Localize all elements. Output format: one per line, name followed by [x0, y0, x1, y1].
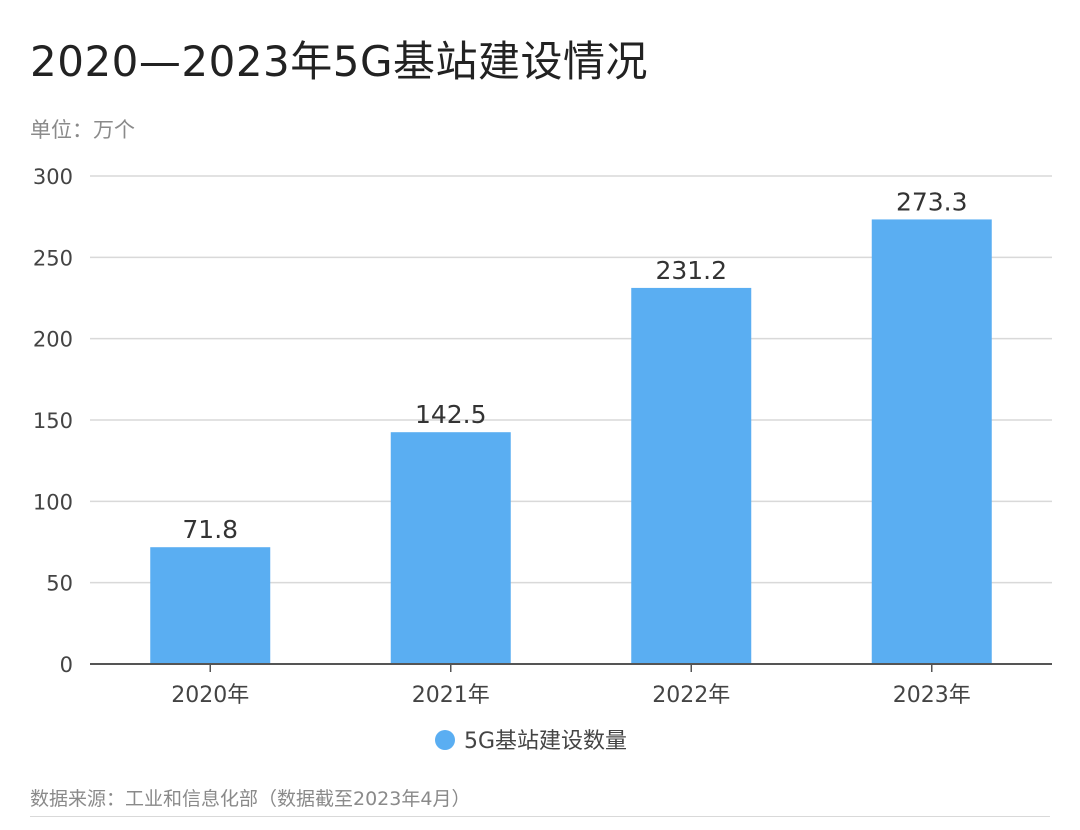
bar-2021年 — [390, 432, 511, 664]
bar-chart: 0 50 100 150 200 250 300 71.8 142.5 231.2 273.3 2… — [33, 165, 1052, 754]
unit-label: 单位：万个 — [30, 118, 135, 142]
y-tick-label: 0 — [60, 653, 73, 677]
y-tick-label: 100 — [33, 490, 73, 514]
y-tick-label: 50 — [46, 572, 73, 596]
bar-2020年 — [150, 547, 271, 664]
legend: 5G基站建设数量 — [435, 729, 627, 754]
x-tick-label: 2021年 — [412, 683, 490, 708]
bar-2023年 — [871, 219, 992, 664]
footer-divider — [30, 816, 1050, 817]
x-tick-label: 2020年 — [171, 683, 249, 708]
data-labels: 71.8 142.5 231.2 273.3 — [182, 187, 967, 544]
x-tick-label: 2023年 — [893, 683, 971, 708]
y-tick-label: 200 — [33, 328, 73, 352]
x-tick-label: 2022年 — [652, 683, 730, 708]
x-axis-ticks: 2020年 2021年 2022年 2023年 — [171, 664, 971, 708]
legend-label: 5G基站建设数量 — [464, 729, 627, 754]
legend-marker — [435, 730, 455, 750]
y-tick-label: 300 — [33, 165, 73, 189]
source-note: 数据来源：工业和信息化部（数据截至2023年4月） — [30, 788, 471, 810]
chart-title: 2020—2023年5G基站建设情况 — [30, 37, 649, 86]
data-label: 71.8 — [182, 515, 238, 544]
data-label: 231.2 — [655, 256, 727, 285]
y-tick-label: 150 — [33, 409, 73, 433]
y-axis-ticks: 0 50 100 150 200 250 300 — [33, 165, 73, 677]
data-label: 142.5 — [415, 400, 487, 429]
bar-2022年 — [631, 287, 752, 664]
bars — [150, 219, 992, 664]
data-label: 273.3 — [896, 187, 968, 216]
y-tick-label: 250 — [33, 246, 73, 270]
